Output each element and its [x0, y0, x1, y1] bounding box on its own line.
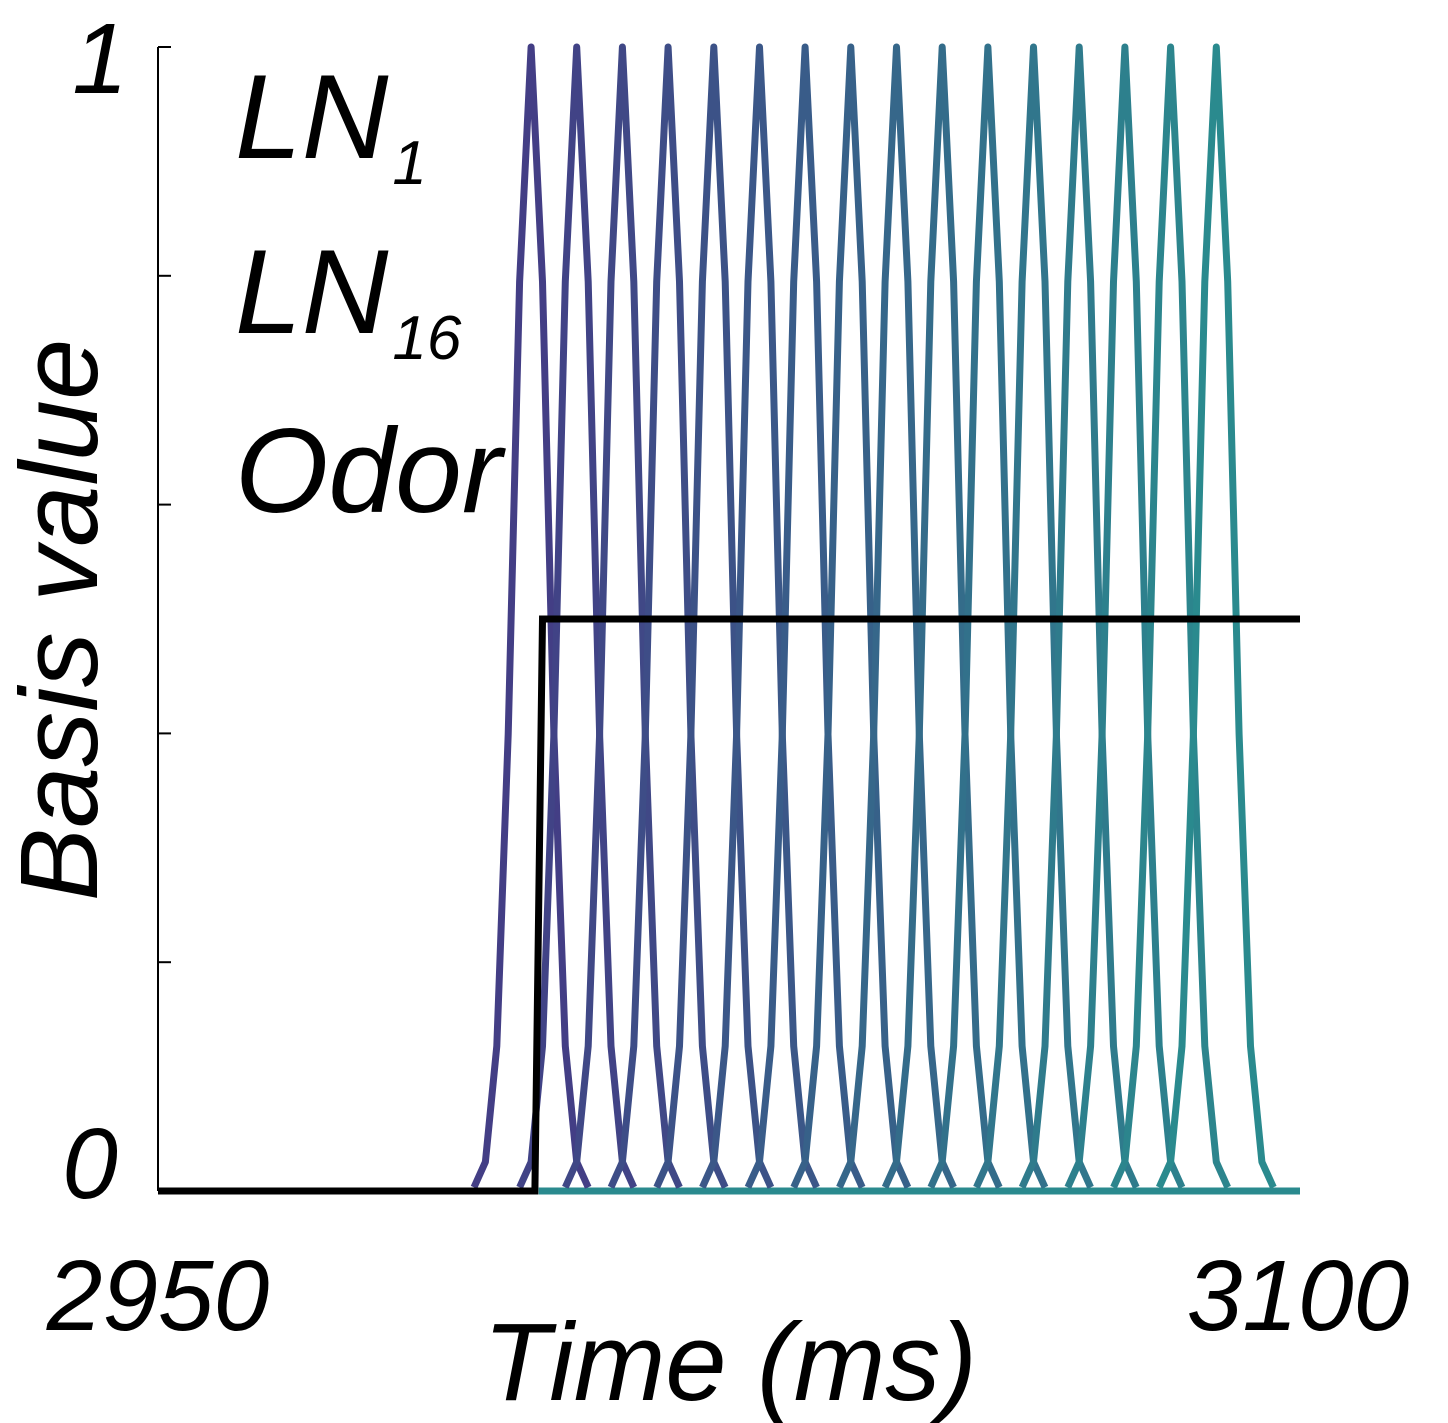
- legend-entry-ln16-base: LN: [235, 225, 389, 359]
- basis-curve-ln1: [470, 43, 592, 1189]
- basis-curve-ln15: [1110, 43, 1231, 1189]
- basis-curve-ln14: [1064, 43, 1186, 1189]
- basis-curve-ln4: [607, 43, 729, 1189]
- legend: LN1 LN16 Odor: [235, 50, 506, 538]
- basis-curve-ln6: [699, 43, 820, 1189]
- basis-curve-ln5: [653, 43, 775, 1189]
- legend-entry-ln16-sub: 16: [392, 304, 461, 373]
- y-ticks: [158, 46, 171, 1192]
- y-tick-label-1: 1: [72, 3, 128, 115]
- legend-entry-ln1: LN1: [235, 50, 427, 198]
- basis-curve-ln10: [881, 43, 1003, 1189]
- y-tick-label-0: 0: [62, 1108, 118, 1220]
- basis-curve-ln11: [927, 43, 1049, 1189]
- legend-entry-ln1-sub: 1: [392, 129, 426, 198]
- plot-lines: [158, 43, 1300, 1195]
- basis-curve-ln13: [1018, 43, 1140, 1189]
- basis-curve-ln7: [744, 43, 866, 1189]
- basis-curve-ln3: [562, 43, 683, 1189]
- legend-entry-odor-base: Odor: [235, 404, 506, 538]
- x-tick-label-2950: 2950: [46, 1240, 269, 1352]
- axes: [157, 46, 171, 1192]
- basis-curve-ln9: [836, 43, 957, 1189]
- legend-entry-odor: Odor: [235, 404, 506, 538]
- tick-labels: 1 0 2950 3100: [46, 3, 1409, 1352]
- legend-entry-ln16: LN16: [235, 225, 462, 373]
- x-tick-label-3100: 3100: [1187, 1240, 1409, 1352]
- basis-curve-ln8: [790, 43, 912, 1189]
- basis-curve-ln16: [1156, 43, 1277, 1189]
- legend-entry-ln1-base: LN: [235, 50, 389, 184]
- x-axis-label: Time (ms): [483, 1301, 977, 1423]
- basis-curve-ln12: [973, 43, 1094, 1189]
- y-axis-label: Basis value: [0, 339, 121, 902]
- odor-line: [158, 615, 1300, 1195]
